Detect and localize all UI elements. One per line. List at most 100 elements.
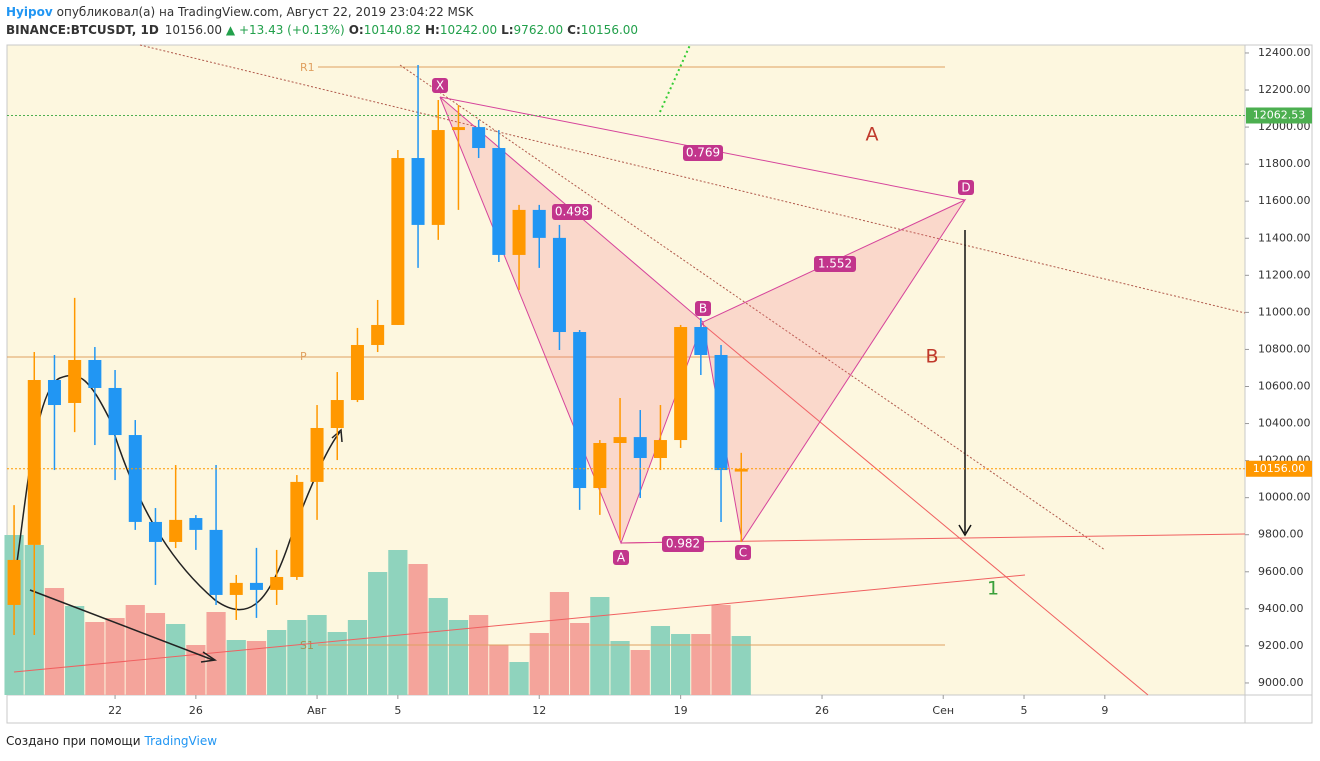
candle-body [148, 521, 162, 542]
candle-body [27, 380, 41, 545]
change: +13.43 (+0.13%) [238, 23, 345, 37]
candle-body [108, 387, 122, 436]
volume-bar [65, 606, 85, 695]
ratio-box [683, 145, 723, 161]
candle-body [552, 237, 566, 333]
x-tick-label: 5 [1021, 704, 1028, 717]
trend-line [139, 44, 1246, 314]
x-tick-label: 19 [674, 704, 688, 717]
y-tick-label: 11800.00 [1258, 157, 1311, 170]
y-tick-label: 11400.00 [1258, 231, 1311, 244]
candle-body [613, 437, 627, 444]
arrow-head [200, 651, 218, 663]
candle-body [492, 148, 506, 255]
volume-bar [226, 640, 246, 695]
candle-body [694, 327, 708, 355]
o: 10140.82 [363, 23, 421, 37]
y-tick-label: 9000.00 [1258, 676, 1304, 689]
last-price: 10156.00 [164, 23, 223, 37]
point-label: C [739, 546, 747, 560]
candle-body [7, 559, 21, 605]
x-tick-label: 26 [189, 704, 203, 717]
footer: Создано при помощи TradingView [6, 734, 217, 748]
ratio-box [552, 204, 592, 220]
l-label: L: [501, 23, 514, 37]
volume-bar [448, 620, 469, 695]
arrow-head [958, 524, 972, 537]
volume-bar [691, 634, 711, 695]
candle-layer [7, 65, 748, 635]
c: 10156.00 [580, 23, 639, 37]
y-tick-label: 10600.00 [1258, 379, 1311, 392]
volume-bar [267, 630, 287, 695]
candle-body [411, 158, 425, 225]
y-tick-label: 9600.00 [1258, 565, 1304, 578]
header-line-1: Hyipov опубликовал(а) на TradingView.com,… [6, 3, 638, 21]
symbol: BINANCE:BTCUSDT, 1D [6, 23, 159, 37]
volume-bar [206, 612, 226, 695]
point-box [432, 78, 448, 93]
candle-body [47, 380, 61, 406]
volume-bar [650, 626, 671, 695]
r1-label: R1 [300, 61, 315, 74]
axes: 9000.00 9200.00 9400.00 9600.00 9800.00 10000… [7, 46, 1312, 717]
x-tick-label: 26 [815, 704, 829, 717]
header-line-2: BINANCE:BTCUSDT, 1D 10156.00 ▲ +13.43 (+0… [6, 21, 638, 39]
author[interactable]: Hyipov [6, 5, 53, 19]
point-box [735, 545, 751, 560]
ratio-label: 0.982 [666, 537, 700, 551]
volume-bar [590, 597, 610, 695]
volume-bar [529, 633, 549, 695]
y-tick-label: 10800.00 [1258, 342, 1311, 355]
y-tick-label: 9400.00 [1258, 602, 1304, 615]
candle-body [310, 427, 324, 482]
frame [6, 44, 1313, 724]
x-tick-label: Авг [307, 704, 327, 717]
volume-bar [368, 572, 388, 695]
point-label: B [699, 302, 707, 316]
candle-body [169, 519, 183, 542]
volume-bar [489, 645, 509, 695]
volume-bar [428, 598, 448, 695]
x-tick-label: 12 [532, 704, 546, 717]
trend-line [13, 574, 1026, 673]
volume-bar [287, 620, 307, 695]
candle-body [371, 324, 385, 345]
h: 10242.00 [439, 23, 498, 37]
arrow-line [29, 589, 214, 661]
volume-bar [630, 650, 650, 695]
volume-bar [549, 592, 570, 695]
y-tick-label: 11600.00 [1258, 194, 1311, 207]
candle-body [128, 435, 142, 522]
wave-label: A [866, 124, 879, 146]
volume-bar [509, 662, 529, 695]
footer-brand[interactable]: TradingView [144, 734, 218, 748]
volume-bar [166, 624, 186, 695]
candle-body [189, 518, 203, 530]
arrow-head [331, 428, 343, 443]
candle-body [633, 437, 647, 459]
price-label: 10156.00 [1253, 462, 1306, 475]
candle-body [532, 209, 546, 238]
trend-line [659, 44, 691, 113]
arrow: ▲ [225, 23, 236, 37]
volume-bar [85, 622, 105, 695]
candle-body [714, 354, 728, 471]
volume-bar [388, 550, 408, 695]
candle-body [431, 130, 445, 225]
wave-label: 1 [987, 578, 999, 600]
candle-body [330, 400, 344, 428]
volume-bar [44, 588, 65, 695]
pivot-levels: R1 P S1 [7, 61, 945, 652]
price-label: 12062.53 [1253, 108, 1306, 121]
s1-label: S1 [300, 639, 314, 652]
candle-body [573, 332, 587, 489]
ratio-box [814, 256, 856, 272]
ratio-label: 0.498 [555, 205, 589, 219]
volume-bar [671, 634, 691, 695]
volume-bar [125, 605, 145, 695]
volume-bar [469, 615, 489, 695]
point-label: A [617, 551, 626, 565]
